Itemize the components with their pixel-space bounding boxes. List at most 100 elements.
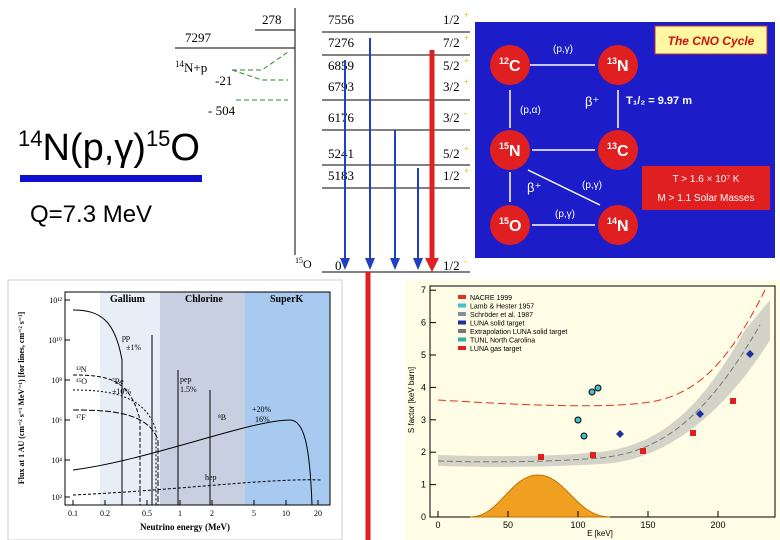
element: C xyxy=(509,58,521,75)
reactions: (p,γ) (p,α) β⁺ (p,γ) β⁺ (p,γ) xyxy=(520,44,602,220)
nucleus-label: 15N xyxy=(499,141,521,160)
level-spin: 1/2 xyxy=(443,12,460,27)
y-tick-label: 10¹² xyxy=(49,296,62,305)
level-parity: - xyxy=(464,256,467,266)
nucleus-label: 14N xyxy=(607,216,629,235)
level-energy: 5241 xyxy=(328,146,354,161)
channel-label: 14N+p xyxy=(175,59,207,75)
arrowheads xyxy=(340,258,423,270)
detector-labels: Gallium Chlorine SuperK xyxy=(110,294,304,305)
nucleus: O xyxy=(303,257,312,271)
reaction: (p,γ) xyxy=(555,209,575,220)
nucleus-circle xyxy=(490,130,530,170)
nucleus-label: 13C xyxy=(607,141,629,160)
source: ⁸B xyxy=(218,413,226,422)
point xyxy=(538,454,544,460)
level-spin: 5/2 xyxy=(443,146,460,161)
mass-number: 15 xyxy=(499,216,509,226)
data-points xyxy=(538,350,754,460)
reaction: (p,α) xyxy=(520,105,541,116)
nucleus-label: 15O xyxy=(499,216,521,235)
threshold-energy: 7297 xyxy=(185,30,212,45)
y-tick-label: 10⁴ xyxy=(51,456,62,465)
point xyxy=(588,388,596,396)
element: N xyxy=(617,58,629,75)
condition: M > 1.1 Solar Masses xyxy=(658,193,755,204)
level-parity: - xyxy=(464,108,467,118)
x-tick-label: 10 xyxy=(282,509,290,518)
element: N xyxy=(617,218,629,235)
mass-number: 13 xyxy=(607,56,617,66)
x-tick-label: 100 xyxy=(570,520,585,530)
level-parity: + xyxy=(464,10,469,20)
point xyxy=(574,416,582,424)
source: ⁷Be xyxy=(112,377,124,386)
conditions-box xyxy=(642,166,770,210)
title-part: O xyxy=(170,127,200,169)
point xyxy=(690,430,696,436)
x-tick-label: 1 xyxy=(178,509,182,518)
level-spin: 1/2 xyxy=(443,258,460,273)
neutrino-plot: Gallium Chlorine SuperK pp ±1% ¹³N ¹⁵O ⁷… xyxy=(7,279,343,540)
legend-symbol xyxy=(458,295,466,299)
mass-number: 15 xyxy=(146,126,170,151)
nucleus-circle xyxy=(598,205,638,245)
level-spin: 1/2 xyxy=(443,168,460,183)
nucleus-circle xyxy=(490,205,530,245)
reaction-title: 14N(p,γ)15O xyxy=(18,126,200,169)
gallium-band xyxy=(100,292,160,505)
y-tick-label: 0 xyxy=(421,512,426,522)
mass-number: 12 xyxy=(499,56,509,66)
level-spin: 5/2 xyxy=(443,58,460,73)
cno-title: The CNO Cycle xyxy=(668,34,755,48)
nucleus-label: 13N xyxy=(607,56,629,75)
y-tick-label: 3 xyxy=(421,415,426,425)
y-tick-label: 10¹⁰ xyxy=(48,336,62,345)
point xyxy=(580,432,588,440)
title-underline xyxy=(20,175,202,182)
element: C xyxy=(617,143,629,160)
nucleus-label: 12C xyxy=(499,56,521,75)
x-tick-label: 2 xyxy=(210,509,214,518)
x-tick-label: 0 xyxy=(435,520,440,530)
cycle-arrows xyxy=(509,64,619,226)
y-tick-label: 4 xyxy=(421,382,426,392)
y-tick-label: 10² xyxy=(52,493,63,502)
gamma-transitions xyxy=(344,38,419,262)
level-parity: + xyxy=(464,144,469,154)
half-life: T₁/₂ = 9.97 m xyxy=(626,95,692,107)
x-tick-label: 150 xyxy=(640,520,655,530)
level-parity: + xyxy=(464,77,469,87)
point xyxy=(594,384,602,392)
level-energy: 6793 xyxy=(328,79,354,94)
y-axis-label: Flux at 1 AU (cm⁻² s⁻¹ MeV⁻¹) [for lines… xyxy=(17,312,26,485)
y-tick-label: 7 xyxy=(421,285,426,295)
axis-ticks: 0 50 100 150 200 0 1 2 3 4 5 6 7 xyxy=(421,285,726,530)
mass-number: 13 xyxy=(607,141,617,151)
source: +20% xyxy=(252,405,272,414)
legend-entry: TUNL North Carolina xyxy=(470,338,535,345)
nacre-curve xyxy=(437,289,766,407)
superk-band xyxy=(245,292,330,505)
source: ±10% xyxy=(112,387,131,396)
nucleus-circle xyxy=(490,45,530,85)
source: pp xyxy=(122,333,130,342)
channel: N+p xyxy=(184,60,207,75)
y-tick-label: 1 xyxy=(421,480,426,490)
source: pep xyxy=(180,375,192,384)
extrapolation xyxy=(437,324,761,463)
gamow-peak xyxy=(469,474,611,518)
source: ¹³N xyxy=(76,365,87,374)
legend-entry: LUNA solid target xyxy=(470,321,525,328)
q-value: Q=7.3 MeV xyxy=(30,201,152,228)
title-part: ) xyxy=(133,127,146,169)
legend-symbol xyxy=(458,337,466,342)
level-energy: 0 xyxy=(335,258,342,273)
condition: T > 1.6 × 10⁷ K xyxy=(673,174,740,185)
legend-symbol xyxy=(458,303,466,308)
x-tick-label: 20 xyxy=(314,509,322,518)
dashed-link xyxy=(231,51,289,101)
level-energy: 6176 xyxy=(328,110,355,125)
arrowhead xyxy=(425,258,439,272)
